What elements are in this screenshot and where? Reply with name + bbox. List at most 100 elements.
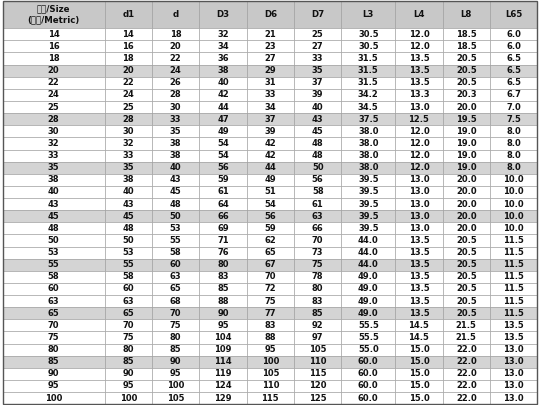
Bar [341, 186, 395, 198]
Bar [443, 307, 490, 319]
Text: 13.0: 13.0 [503, 382, 524, 390]
Bar [3, 259, 105, 271]
Bar [105, 137, 152, 149]
Bar [395, 149, 443, 162]
Bar [3, 380, 105, 392]
Text: 58: 58 [48, 272, 59, 281]
Text: 27: 27 [312, 42, 323, 51]
Text: 124: 124 [214, 382, 232, 390]
Bar [341, 222, 395, 234]
Bar [152, 113, 199, 125]
Bar [490, 149, 537, 162]
Text: 13.0: 13.0 [503, 357, 524, 366]
Text: 8.0: 8.0 [507, 151, 521, 160]
Bar [152, 380, 199, 392]
Bar [199, 65, 247, 77]
Bar [443, 234, 490, 247]
Text: 42: 42 [265, 139, 276, 148]
Text: 44.0: 44.0 [358, 260, 379, 269]
Text: 6.0: 6.0 [506, 42, 521, 51]
Bar [443, 198, 490, 210]
Bar [105, 343, 152, 356]
Text: 15.0: 15.0 [409, 382, 429, 390]
Text: 45: 45 [312, 127, 323, 136]
Text: 55.0: 55.0 [358, 345, 379, 354]
Bar [490, 331, 537, 343]
Bar [105, 40, 152, 53]
Bar [3, 343, 105, 356]
Text: 20.5: 20.5 [456, 296, 477, 306]
Text: 43: 43 [123, 200, 134, 209]
Text: 115: 115 [309, 369, 327, 378]
Text: 43: 43 [312, 115, 323, 124]
Text: 58: 58 [312, 188, 323, 196]
Bar [105, 149, 152, 162]
Text: 20.3: 20.3 [456, 90, 477, 100]
Bar [294, 234, 341, 247]
Bar [490, 295, 537, 307]
Bar [294, 380, 341, 392]
Text: 20.0: 20.0 [456, 175, 477, 184]
Bar [490, 259, 537, 271]
Bar [490, 247, 537, 259]
Text: 68: 68 [170, 296, 181, 306]
Bar [247, 283, 294, 295]
Bar [395, 234, 443, 247]
Bar [294, 319, 341, 331]
Text: 65: 65 [170, 284, 181, 294]
Text: 13.5: 13.5 [409, 272, 429, 281]
Text: 15.0: 15.0 [409, 345, 429, 354]
Bar [490, 356, 537, 368]
Bar [490, 101, 537, 113]
Bar [490, 210, 537, 222]
Bar [152, 198, 199, 210]
Text: 13.5: 13.5 [409, 54, 429, 63]
Text: 11.5: 11.5 [503, 260, 524, 269]
Bar [395, 77, 443, 89]
Text: 13.0: 13.0 [503, 369, 524, 378]
Bar [247, 356, 294, 368]
Text: 49: 49 [265, 175, 276, 184]
Bar [199, 295, 247, 307]
Bar [105, 198, 152, 210]
Bar [294, 113, 341, 125]
Bar [105, 101, 152, 113]
Text: 31.5: 31.5 [358, 66, 379, 75]
Text: D7: D7 [311, 10, 325, 19]
Bar [199, 210, 247, 222]
Bar [105, 222, 152, 234]
Text: 39.5: 39.5 [358, 200, 379, 209]
Text: 10.0: 10.0 [503, 212, 524, 221]
Bar [152, 307, 199, 319]
Bar [443, 380, 490, 392]
Bar [341, 295, 395, 307]
Bar [341, 234, 395, 247]
Bar [199, 40, 247, 53]
Text: 39: 39 [312, 90, 323, 100]
Text: 18.5: 18.5 [456, 30, 477, 39]
Text: 16: 16 [123, 42, 134, 51]
Text: 10.0: 10.0 [503, 188, 524, 196]
Bar [395, 368, 443, 380]
Bar [199, 247, 247, 259]
Bar [395, 101, 443, 113]
Text: 75: 75 [170, 321, 181, 330]
Bar [294, 210, 341, 222]
Bar [395, 343, 443, 356]
Text: 85: 85 [217, 284, 229, 294]
Text: 75: 75 [123, 333, 134, 342]
Text: 85: 85 [170, 345, 181, 354]
Text: 33: 33 [123, 151, 134, 160]
Text: 16: 16 [48, 42, 59, 51]
Bar [247, 77, 294, 89]
Bar [247, 1, 294, 28]
Bar [443, 149, 490, 162]
Bar [3, 222, 105, 234]
Text: 37.5: 37.5 [358, 115, 379, 124]
Bar [294, 307, 341, 319]
Text: 39.5: 39.5 [358, 188, 379, 196]
Text: 40: 40 [48, 188, 59, 196]
Bar [490, 53, 537, 65]
Bar [395, 331, 443, 343]
Bar [294, 1, 341, 28]
